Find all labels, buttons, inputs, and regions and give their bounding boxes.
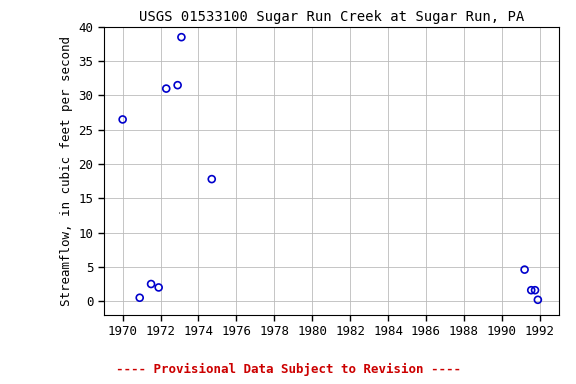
Point: [162, 86, 171, 92]
Point: [146, 281, 156, 287]
Title: USGS 01533100 Sugar Run Creek at Sugar Run, PA: USGS 01533100 Sugar Run Creek at Sugar R…: [139, 10, 524, 24]
Point: [530, 287, 540, 293]
Point: [135, 295, 145, 301]
Point: [177, 34, 186, 40]
Point: [118, 116, 127, 122]
Y-axis label: Streamflow, in cubic feet per second: Streamflow, in cubic feet per second: [60, 36, 73, 306]
Point: [207, 176, 217, 182]
Point: [520, 266, 529, 273]
Text: ---- Provisional Data Subject to Revision ----: ---- Provisional Data Subject to Revisio…: [116, 363, 460, 376]
Point: [533, 297, 543, 303]
Point: [526, 287, 536, 293]
Point: [173, 82, 182, 88]
Point: [154, 285, 163, 291]
